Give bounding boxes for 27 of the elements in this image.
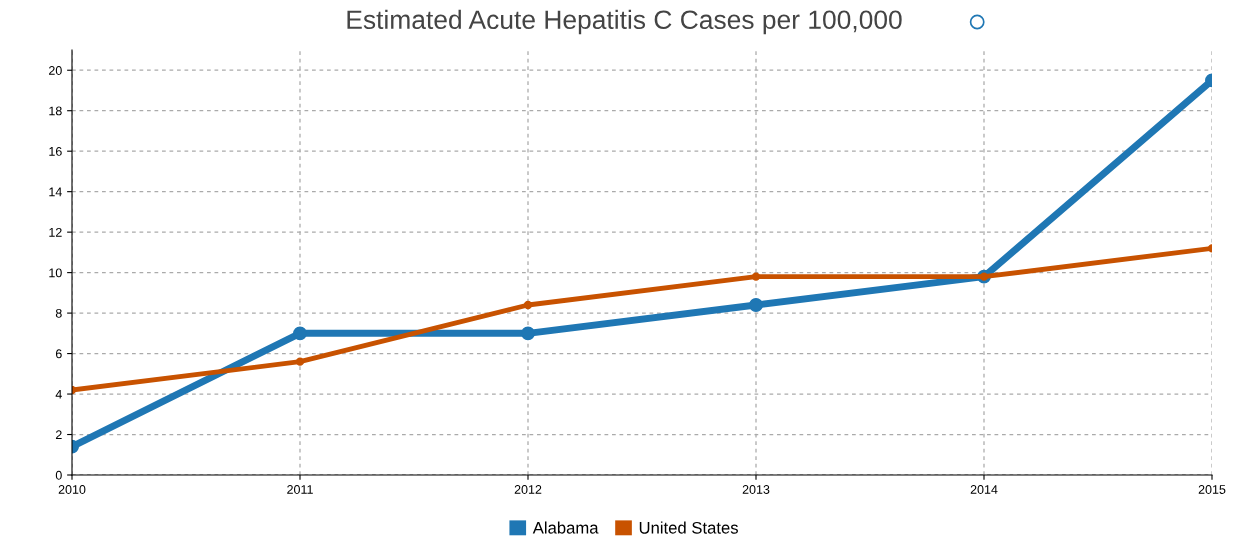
y-tick-label: 2 (55, 430, 62, 440)
x-tick-label: 2013 (742, 485, 770, 494)
chart-title: Estimated Acute Hepatitis C Cases per 100,000 (347, 9, 902, 35)
y-tick-label: 6 (55, 349, 62, 359)
y-tick-label: 4 (55, 389, 62, 399)
x-tick-label: 2015 (1198, 485, 1226, 494)
y-tick-label: 12 (49, 227, 62, 237)
x-tick-label: 2011 (287, 485, 313, 494)
point (523, 300, 533, 310)
y-tick-label: 10 (49, 268, 62, 278)
legend-label: Alabama (532, 521, 599, 534)
y-tick-label: 14 (49, 187, 62, 197)
x-tick-label: 2010 (58, 485, 86, 494)
point (751, 272, 761, 281)
x-tick-label: 2012 (514, 485, 542, 494)
y-tick-label: 0 (55, 470, 62, 480)
x-tick-label: 2014 (970, 485, 998, 494)
point (295, 357, 305, 366)
point (293, 326, 307, 341)
point (749, 298, 763, 312)
y-tick-label: 18 (49, 106, 62, 116)
line-series (72, 244, 1212, 395)
y-tick-label: 8 (55, 308, 62, 318)
y-tick-label: 16 (49, 146, 62, 156)
y-tick-label: 20 (49, 66, 62, 75)
legend-label: United States (639, 521, 738, 534)
point (521, 326, 535, 341)
